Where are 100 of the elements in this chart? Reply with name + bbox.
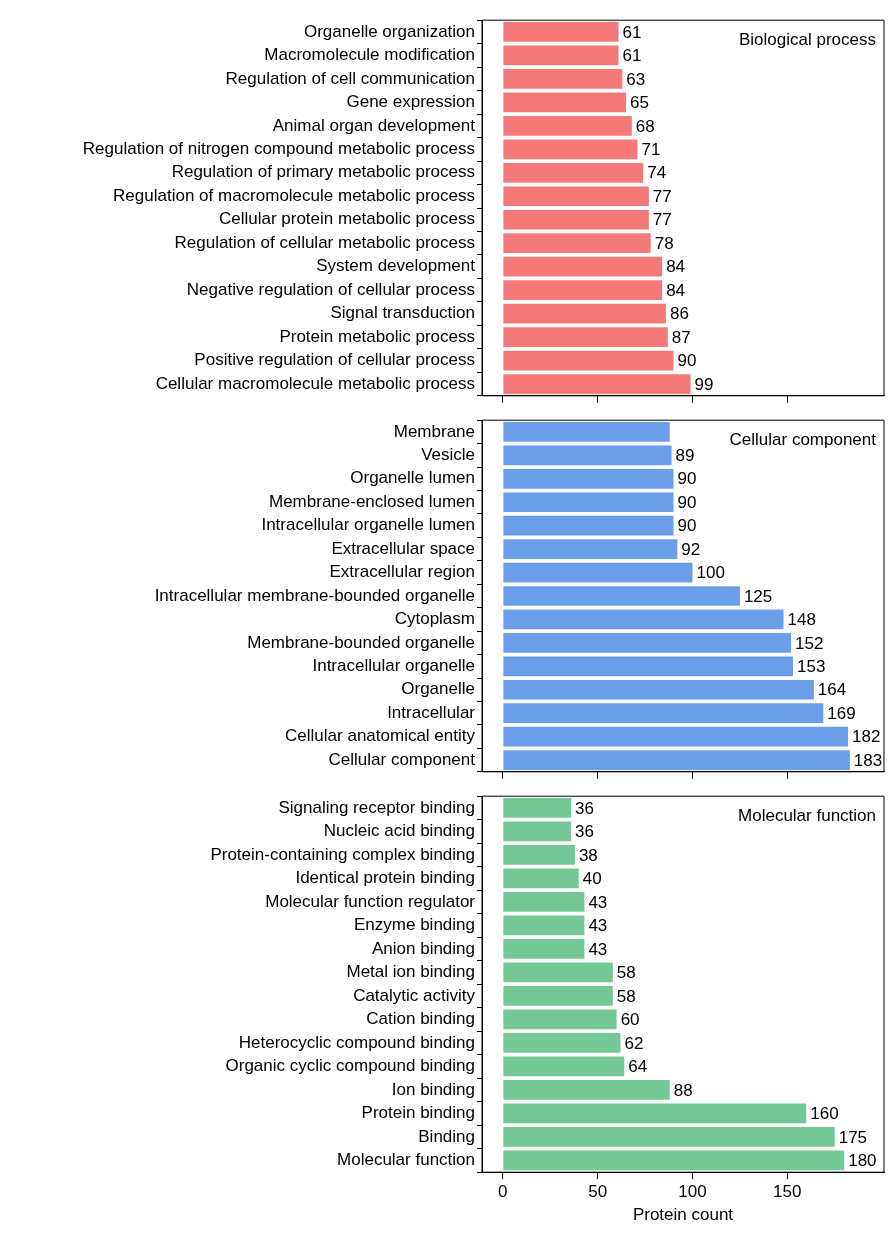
- data-label: 40: [582, 869, 602, 889]
- bar: [503, 327, 668, 347]
- bar: [503, 868, 579, 889]
- y-tick-label: Extracellular space: [331, 538, 475, 558]
- data-label: 125: [743, 586, 773, 606]
- y-tick-label: Intracellular: [387, 702, 476, 722]
- data-label: 84: [666, 280, 686, 300]
- y-tick-label: Cytoplasm: [394, 609, 475, 629]
- data-label: 90: [677, 469, 697, 489]
- data-label: 65: [630, 93, 650, 113]
- y-tick-label: Organelle organization: [303, 21, 475, 41]
- bar: [503, 256, 663, 277]
- y-tick-label: Membrane-enclosed lumen: [269, 491, 475, 511]
- data-label: 77: [652, 210, 672, 230]
- data-label: 175: [838, 1127, 868, 1147]
- y-tick-label: Protein binding: [361, 1103, 475, 1123]
- data-label: 78: [654, 233, 674, 253]
- data-label: 90: [677, 492, 697, 512]
- bar: [503, 821, 572, 842]
- data-label: 180: [848, 1151, 877, 1171]
- text: Biological process: [738, 30, 876, 50]
- bar: [503, 1080, 670, 1100]
- data-label: 152: [795, 633, 824, 653]
- data-label: 160: [810, 1104, 839, 1124]
- y-tick-label: Protein metabolic process: [279, 326, 475, 346]
- data-label: 182: [851, 727, 881, 747]
- bar: [503, 233, 651, 254]
- bar: [503, 1009, 617, 1030]
- data-label: 88: [673, 1080, 693, 1100]
- bar: [503, 798, 572, 818]
- data-label: 58: [616, 963, 636, 983]
- bar: [503, 69, 623, 89]
- y-tick-label: System development: [316, 256, 476, 276]
- y-tick-label: Identical protein binding: [295, 868, 475, 888]
- data-label: 36: [575, 798, 595, 818]
- bar: [503, 492, 674, 513]
- y-tick-label: Intracellular organelle lumen: [261, 515, 475, 535]
- bar: [503, 562, 693, 583]
- data-label: 169: [827, 703, 856, 723]
- y-tick-label: Vesicle: [421, 445, 475, 465]
- y-tick-label: Intracellular membrane-bounded organelle: [154, 585, 475, 605]
- data-label: 84: [666, 257, 686, 277]
- y-tick-label: Cellular protein metabolic process: [218, 209, 475, 229]
- data-label: 63: [626, 69, 646, 89]
- bar: [503, 1033, 621, 1053]
- bar: [503, 750, 850, 770]
- bar: [503, 962, 613, 983]
- bar: [503, 586, 740, 606]
- y-tick-label: Cellular component: [328, 749, 476, 769]
- bar: [503, 1127, 835, 1147]
- bar: [503, 726, 848, 747]
- data-label: 43: [588, 892, 608, 912]
- y-tick-label: Extracellular region: [329, 562, 475, 582]
- bar: [503, 162, 644, 183]
- bar: [503, 45, 619, 66]
- data-label: 38: [578, 845, 598, 865]
- bar: [503, 468, 674, 489]
- x-tick-label: 50: [588, 1182, 608, 1202]
- bar: [503, 656, 793, 677]
- y-tick-label: Intracellular organelle: [312, 656, 475, 676]
- y-tick-label: Regulation of cellular metabolic process: [174, 232, 475, 252]
- data-label: 92: [681, 539, 701, 559]
- y-tick-label: Regulation of primary metabolic process: [171, 162, 475, 182]
- y-tick-label: Negative regulation of cellular process: [186, 279, 475, 299]
- data-label: 36: [575, 822, 595, 842]
- text: Molecular function: [738, 806, 876, 826]
- data-label: 183: [853, 750, 883, 770]
- data-label: 89: [675, 446, 695, 466]
- bar: [503, 422, 670, 442]
- bar: [503, 1103, 807, 1124]
- y-tick-label: Positive regulation of cellular process: [194, 350, 475, 370]
- y-tick-label: Regulation of cell communication: [225, 68, 475, 88]
- y-tick-label: Cellular macromolecule metabolic process: [155, 373, 475, 393]
- data-label: 62: [624, 1033, 644, 1053]
- y-tick-label: Heterocyclic compound binding: [238, 1032, 475, 1052]
- y-tick-label: Gene expression: [346, 92, 475, 112]
- data-label: 99: [694, 374, 714, 394]
- bar: [503, 209, 649, 230]
- y-tick-label: Cation binding: [366, 1009, 475, 1029]
- data-label: 64: [628, 1057, 648, 1077]
- y-tick-label: Organelle: [401, 679, 475, 699]
- y-tick-label: Metal ion binding: [346, 962, 475, 982]
- data-label: 43: [588, 916, 608, 936]
- data-label: 153: [796, 657, 826, 677]
- bar: [503, 139, 638, 160]
- bar: [503, 539, 678, 559]
- data-label: 71: [641, 140, 661, 159]
- y-tick-label: Regulation of nitrogen compound metabolic process: [82, 139, 475, 158]
- bar: [503, 1150, 845, 1171]
- bar: [503, 609, 784, 630]
- text: Cellular component: [729, 430, 877, 450]
- y-tick-label: Membrane-bounded organelle: [247, 632, 475, 652]
- y-tick-label: Enzyme binding: [354, 915, 475, 935]
- y-tick-label: Ion binding: [391, 1079, 475, 1099]
- y-tick-label: Macromolecule modification: [264, 45, 475, 65]
- y-tick-label: Nucleic acid binding: [323, 821, 475, 841]
- data-label: 90: [677, 351, 697, 371]
- y-tick-label: Binding: [418, 1126, 475, 1146]
- y-tick-label: Molecular function: [337, 1150, 475, 1170]
- x-tick-label: 0: [498, 1182, 508, 1202]
